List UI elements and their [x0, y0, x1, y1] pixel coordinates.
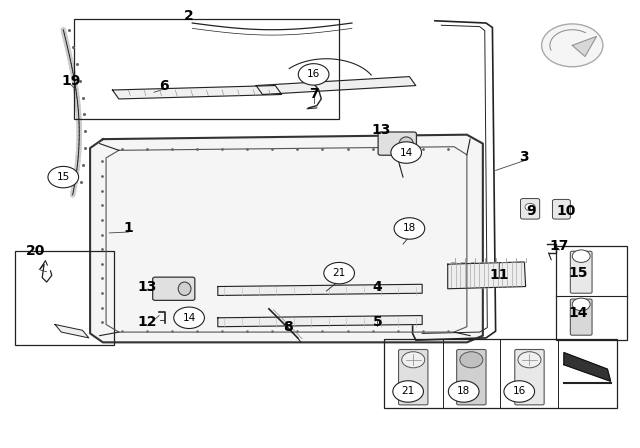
FancyBboxPatch shape — [378, 132, 417, 155]
Text: 19: 19 — [61, 74, 81, 88]
Text: 17: 17 — [550, 239, 569, 253]
Text: 18: 18 — [403, 224, 416, 233]
FancyBboxPatch shape — [570, 251, 592, 293]
Polygon shape — [218, 284, 422, 296]
FancyBboxPatch shape — [399, 349, 428, 405]
FancyBboxPatch shape — [457, 349, 486, 405]
Text: 9: 9 — [526, 203, 536, 218]
Text: 12: 12 — [138, 315, 157, 329]
Text: 13: 13 — [371, 123, 390, 137]
Circle shape — [173, 307, 204, 328]
Text: 14: 14 — [399, 147, 413, 158]
Text: 5: 5 — [372, 315, 382, 329]
Circle shape — [572, 250, 590, 263]
Text: 7: 7 — [309, 87, 319, 102]
FancyBboxPatch shape — [153, 277, 195, 300]
Circle shape — [541, 24, 603, 67]
FancyBboxPatch shape — [515, 349, 544, 405]
Circle shape — [324, 263, 355, 284]
Ellipse shape — [399, 137, 413, 151]
Text: 15: 15 — [569, 266, 588, 280]
Circle shape — [460, 352, 483, 368]
Text: 8: 8 — [283, 320, 293, 334]
Text: 3: 3 — [520, 150, 529, 164]
Text: 14: 14 — [182, 313, 196, 323]
Polygon shape — [564, 353, 611, 381]
Circle shape — [298, 64, 329, 85]
Ellipse shape — [178, 282, 191, 296]
Bar — [384, 339, 617, 408]
Text: 11: 11 — [489, 268, 509, 282]
Text: 13: 13 — [138, 280, 157, 293]
Circle shape — [394, 218, 425, 239]
FancyBboxPatch shape — [570, 299, 592, 335]
Circle shape — [402, 352, 425, 368]
Text: 10: 10 — [556, 203, 575, 218]
Text: 20: 20 — [26, 244, 45, 258]
Circle shape — [518, 352, 541, 368]
Polygon shape — [256, 77, 416, 95]
Circle shape — [391, 142, 422, 163]
Circle shape — [449, 381, 479, 402]
Text: 21: 21 — [401, 387, 415, 396]
Text: 16: 16 — [307, 69, 320, 79]
FancyBboxPatch shape — [552, 199, 570, 219]
Circle shape — [504, 381, 534, 402]
Text: 6: 6 — [159, 78, 168, 93]
Text: 4: 4 — [372, 280, 382, 293]
Polygon shape — [448, 262, 525, 289]
Text: 21: 21 — [333, 268, 346, 278]
Polygon shape — [572, 36, 596, 56]
Polygon shape — [55, 324, 89, 338]
Polygon shape — [218, 315, 422, 327]
FancyBboxPatch shape — [520, 198, 540, 219]
Bar — [556, 246, 627, 340]
Text: 1: 1 — [124, 221, 133, 236]
Text: 15: 15 — [57, 172, 70, 182]
Text: 16: 16 — [513, 387, 526, 396]
Polygon shape — [113, 86, 282, 99]
Bar — [15, 251, 114, 345]
Circle shape — [572, 298, 590, 310]
Text: 18: 18 — [457, 387, 470, 396]
Bar — [74, 18, 339, 119]
Polygon shape — [90, 135, 483, 342]
Text: 14: 14 — [569, 306, 588, 320]
Text: 2: 2 — [184, 9, 194, 23]
Circle shape — [393, 381, 424, 402]
Circle shape — [48, 166, 79, 188]
Circle shape — [525, 203, 535, 211]
